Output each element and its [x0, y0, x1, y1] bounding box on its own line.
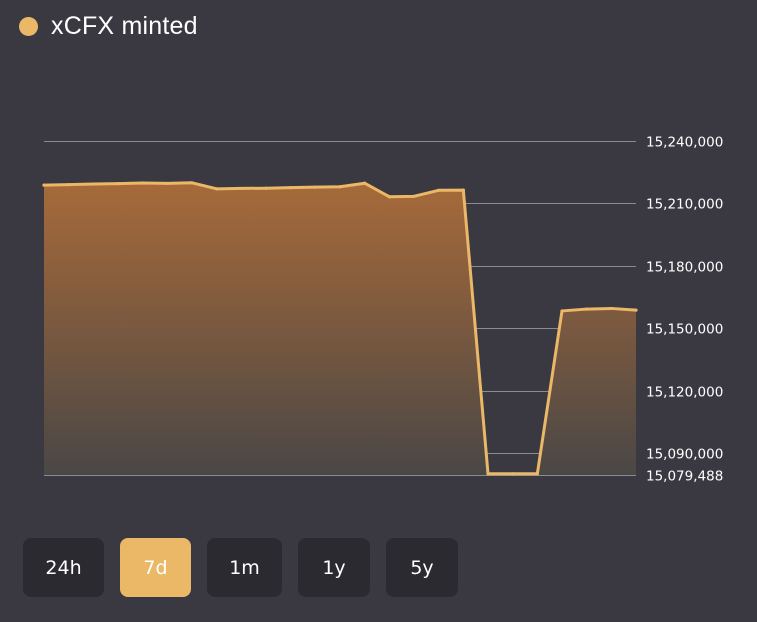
data-point[interactable]	[91, 182, 95, 186]
y-tick-label: 15,090,000	[646, 447, 723, 463]
data-point[interactable]	[634, 308, 638, 312]
chart-title: xCFX minted	[51, 11, 198, 40]
data-point[interactable]	[387, 195, 391, 199]
data-point[interactable]	[535, 472, 539, 476]
minted-area-chart: 15,240,000 15,210,000 15,180,000 15,150,000…	[42, 135, 723, 485]
data-point[interactable]	[560, 309, 564, 313]
data-point[interactable]	[461, 188, 465, 192]
data-point[interactable]	[363, 181, 367, 185]
area-layer	[42, 181, 638, 476]
data-point[interactable]	[42, 183, 46, 187]
range-button-7d[interactable]: 7d	[120, 538, 191, 597]
data-point[interactable]	[67, 183, 71, 187]
data-point[interactable]	[264, 186, 268, 190]
range-button-24h[interactable]: 24h	[23, 538, 104, 597]
data-point[interactable]	[437, 188, 441, 192]
range-button-1m[interactable]: 1m	[207, 538, 282, 597]
y-tick-label: 15,210,000	[646, 197, 723, 213]
legend-dot-icon	[19, 16, 38, 36]
chart-header: xCFX minted	[19, 8, 198, 44]
data-point[interactable]	[313, 185, 317, 189]
data-point[interactable]	[486, 472, 490, 476]
data-point[interactable]	[116, 182, 120, 186]
data-point[interactable]	[609, 306, 613, 311]
data-point[interactable]	[511, 472, 515, 476]
data-point[interactable]	[141, 181, 145, 185]
data-point[interactable]	[338, 185, 342, 189]
data-point[interactable]	[190, 181, 194, 185]
y-tick-label: 15,240,000	[646, 135, 723, 151]
y-tick-label: 15,180,000	[646, 260, 723, 276]
data-point[interactable]	[289, 185, 293, 190]
data-point[interactable]	[412, 194, 416, 198]
y-axis-labels: 15,240,000 15,210,000 15,180,000 15,150,000…	[646, 135, 723, 485]
range-button-1y[interactable]: 1y	[298, 538, 370, 597]
y-tick-label: 15,079,488	[646, 469, 723, 485]
y-tick-label: 15,150,000	[646, 322, 723, 338]
data-point[interactable]	[585, 307, 589, 311]
data-point[interactable]	[215, 187, 219, 191]
time-range-selector: 24h 7d 1m 1y 5y	[23, 538, 458, 597]
data-point[interactable]	[239, 186, 243, 191]
y-tick-label: 15,120,000	[646, 385, 723, 401]
area-fill	[44, 182, 636, 475]
data-point[interactable]	[165, 181, 169, 186]
range-button-5y[interactable]: 5y	[386, 538, 458, 597]
